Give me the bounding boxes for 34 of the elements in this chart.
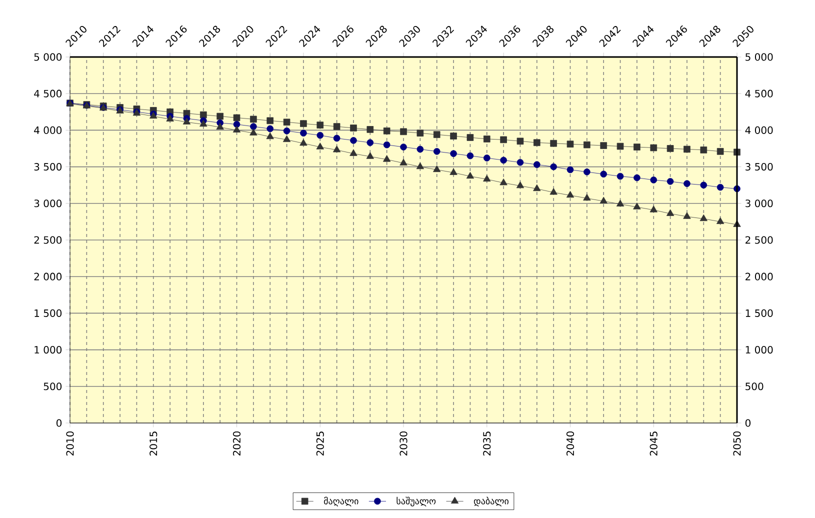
x-tick-label: 2035 <box>483 432 491 456</box>
y2-tick-label: 3 500 <box>34 162 62 171</box>
x-tick-label: 2020 <box>232 431 241 456</box>
y-tick-label: 1 500 <box>746 309 773 317</box>
legend-label: მაღალი <box>324 496 358 506</box>
y2-tick-label: 500 <box>44 382 62 390</box>
y2-tick-label: 1 000 <box>34 346 62 354</box>
y-tick-label: 5 000 <box>746 53 773 61</box>
y-tick-label: 500 <box>746 382 764 390</box>
y2-tick-label: 1 500 <box>34 309 62 317</box>
x-tick-label: 2030 <box>400 431 408 456</box>
x-tick-label: 2025 <box>316 432 324 456</box>
y2-tick-label: 5 000 <box>34 53 62 61</box>
y-tick-label: 2 000 <box>746 272 773 280</box>
y-tick-label: 3 500 <box>746 162 773 171</box>
y-tick-label: 1 000 <box>746 346 773 354</box>
x-tick-label: 2050 <box>733 431 741 456</box>
y2-tick-label: 2 500 <box>34 236 62 244</box>
y-tick-label: 4 000 <box>745 126 773 134</box>
y-tick-label: 2 500 <box>746 236 773 244</box>
y-tick-label: 4 500 <box>745 90 773 98</box>
y2-tick-label: 4 000 <box>34 126 62 134</box>
y2-tick-label: 3 000 <box>34 200 62 208</box>
y-tick-label: 3 000 <box>746 200 773 208</box>
y-tick-label: 0 <box>745 419 751 427</box>
y2-tick-label: 0 <box>56 419 62 427</box>
legend-label: საშუალო <box>396 496 436 506</box>
x-tick-label: 2040 <box>566 431 574 456</box>
legend-label: დაბალი <box>474 496 508 506</box>
y2-tick-label: 4 500 <box>34 90 62 98</box>
y2-tick-label: 2 000 <box>34 272 62 280</box>
x-tick-label: 2045 <box>650 432 658 456</box>
x-tick-label: 2015 <box>150 432 158 456</box>
x-tick-label: 2010 <box>66 431 74 456</box>
